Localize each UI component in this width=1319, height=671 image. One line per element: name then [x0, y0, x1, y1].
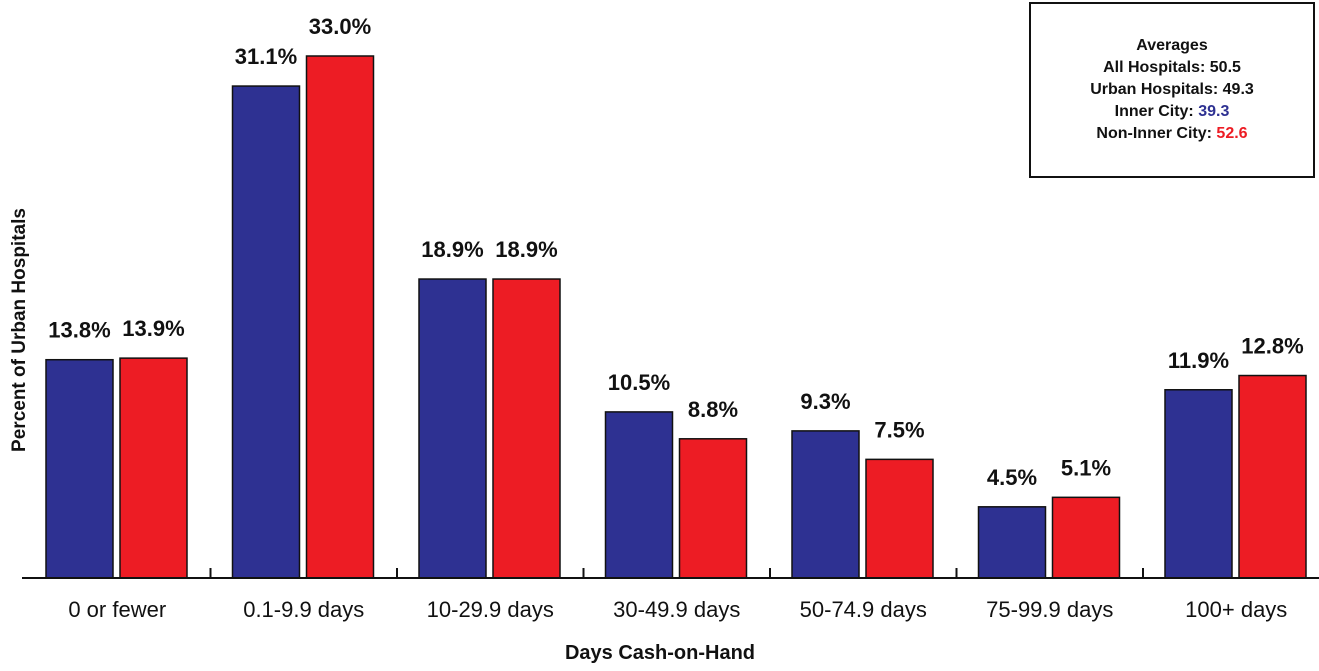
bar-series-2 [492, 278, 561, 579]
bar-series-1 [418, 278, 487, 579]
data-label: 5.1% [1061, 455, 1111, 480]
data-label: 12.8% [1241, 334, 1303, 359]
data-label: 13.9% [122, 316, 184, 341]
bar-series-2 [865, 458, 934, 579]
averages-value-non-inner-city: 52.6 [1216, 125, 1248, 142]
data-label: 13.8% [48, 318, 110, 343]
averages-value: 50.5 [1209, 59, 1241, 76]
data-label: 4.5% [987, 465, 1037, 490]
bar-series-2 [305, 55, 375, 579]
bar-series-1 [791, 430, 860, 579]
bar-series-2 [1051, 496, 1121, 579]
averages-box: Averages All Hospitals: 50.5 Urban Hospi… [1029, 2, 1315, 178]
averages-all-hospitals: All Hospitals: 50.5 [1103, 57, 1241, 79]
data-label: 33.0% [309, 14, 371, 39]
averages-label: Non-Inner City: [1096, 125, 1212, 142]
bar-series-2 [1238, 374, 1307, 579]
y-axis-label: Percent of Urban Hospitals [9, 208, 30, 452]
data-label: 11.9% [1168, 348, 1229, 373]
bar-series-1 [1164, 389, 1233, 579]
x-axis-tick-labels: 0 or fewer 0.1-9.9 days 10-29.9 days 30-49.… [68, 597, 1287, 622]
x-tick-label: 10-29.9 days [427, 597, 554, 622]
averages-label: Urban Hospitals: [1090, 81, 1219, 98]
bars-group [45, 55, 1307, 579]
x-tick-label: 50-74.9 days [800, 597, 927, 622]
averages-urban-hospitals: Urban Hospitals: 49.3 [1090, 79, 1254, 101]
data-label: 9.3% [800, 389, 850, 414]
data-label: 10.5% [608, 370, 670, 395]
averages-title: Averages [1136, 37, 1208, 54]
bar-series-2 [119, 357, 188, 579]
x-axis-ticks [209, 568, 1144, 578]
data-label: 7.5% [874, 417, 924, 442]
x-tick-label: 75-99.9 days [986, 597, 1113, 622]
x-tick-label: 0 or fewer [68, 597, 166, 622]
bar-series-1 [45, 358, 114, 579]
data-labels-group: 13.8% 13.9% 31.1% 33.0% 18.9% 18.9% 10.5% 8.8% 9… [48, 14, 1303, 490]
x-tick-label: 30-49.9 days [613, 597, 740, 622]
averages-value-inner-city: 39.3 [1198, 103, 1230, 120]
bar-series-2 [678, 438, 748, 579]
data-label: 18.9% [495, 237, 557, 262]
data-label: 31.1% [235, 44, 297, 69]
bar-series-1 [977, 506, 1047, 579]
data-label: 18.9% [421, 237, 483, 262]
data-label: 8.8% [688, 397, 738, 422]
x-axis-label: Days Cash-on-Hand [565, 642, 755, 664]
bar-series-1 [604, 411, 674, 579]
averages-value: 49.3 [1222, 81, 1254, 98]
averages-non-inner-city: Non-Inner City: 52.6 [1096, 123, 1247, 145]
x-tick-label: 100+ days [1185, 597, 1287, 622]
bar-series-1 [231, 85, 301, 579]
averages-label: All Hospitals: [1103, 59, 1206, 76]
averages-inner-city: Inner City: 39.3 [1115, 101, 1230, 123]
x-tick-label: 0.1-9.9 days [243, 597, 364, 622]
averages-label: Inner City: [1114, 103, 1194, 120]
